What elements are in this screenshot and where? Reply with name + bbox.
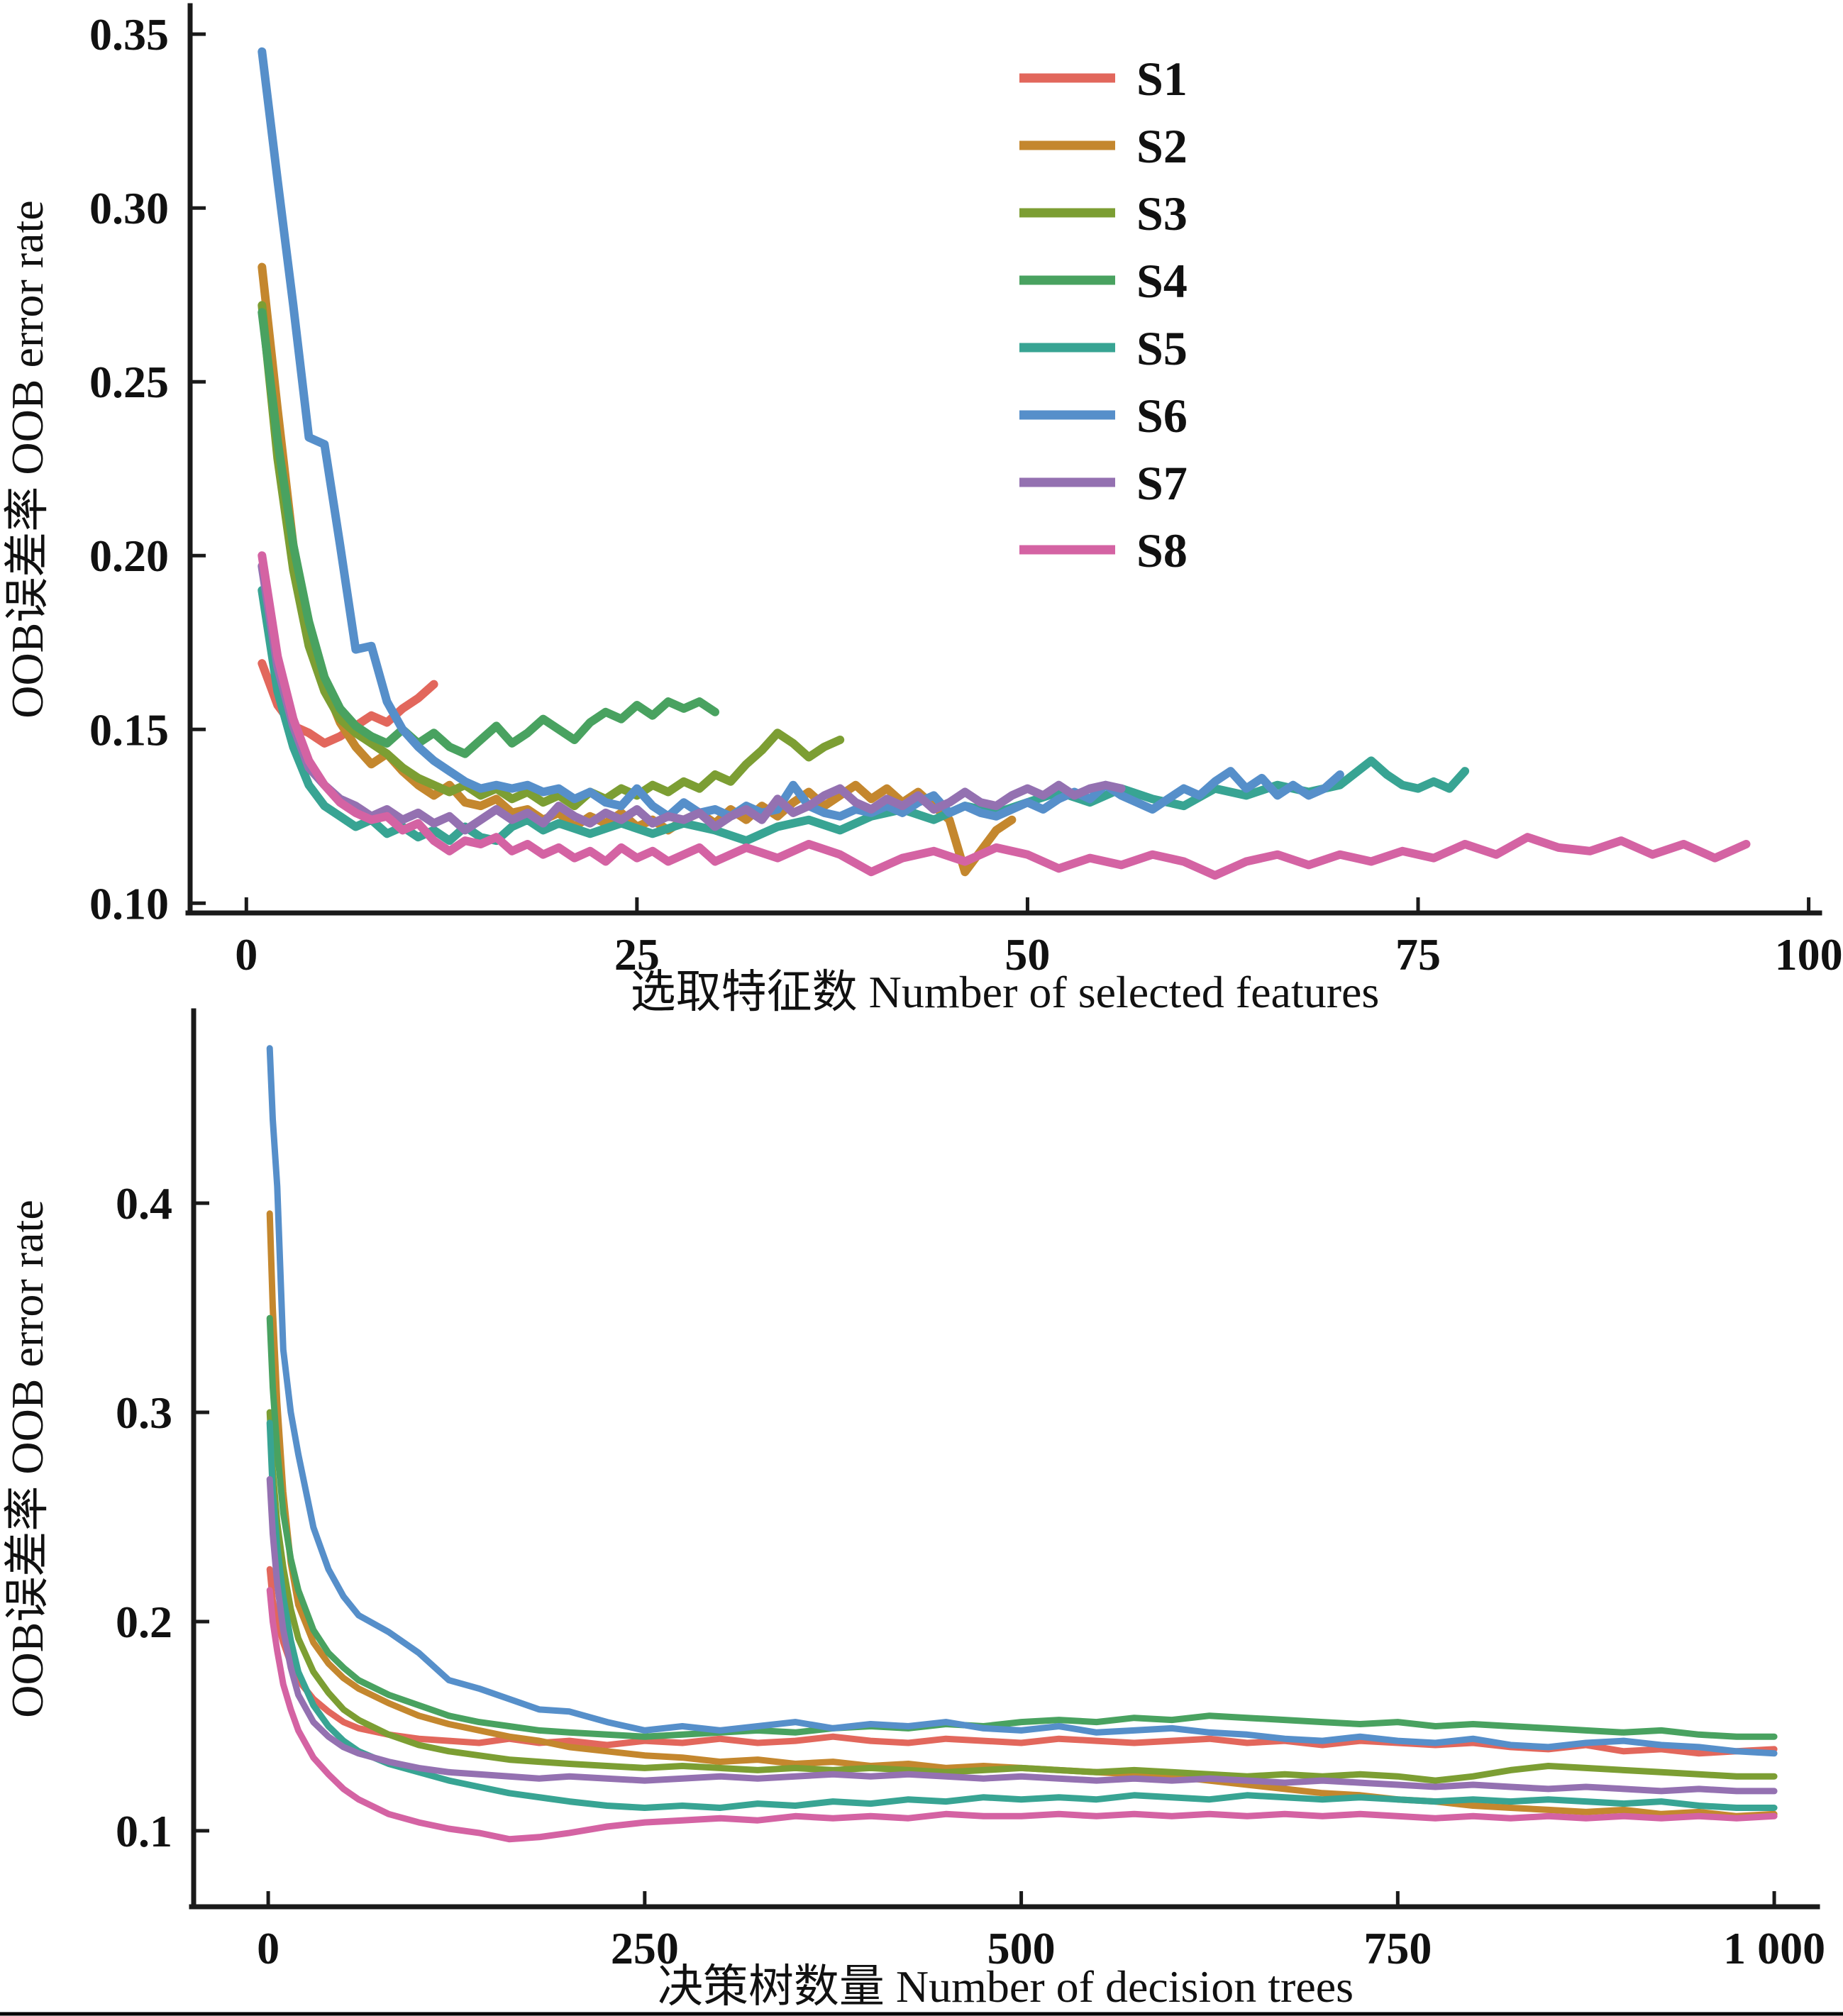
series-line-s7	[266, 1475, 1778, 1795]
series-line-s5	[266, 1419, 1778, 1811]
series-line-s8	[266, 1587, 1778, 1843]
y-tick-label: 0.15	[89, 704, 169, 755]
legend-label-s4: S4	[1136, 254, 1188, 308]
x-tick-label: 1 000	[1723, 1923, 1825, 1973]
x-tick-label: 0	[235, 929, 258, 980]
x-tick-label: 500	[987, 1923, 1056, 1973]
series-line-s3	[258, 301, 845, 811]
x-tick-label: 25	[614, 929, 660, 980]
legend-label-s5: S5	[1136, 321, 1188, 375]
x-axis-title: 选取特征数 Number of selected features	[631, 967, 1380, 1017]
series-line-s8	[258, 551, 1751, 880]
y-axis-title: OOB误差率 OOB error rate	[2, 1200, 52, 1718]
series-line-s4	[258, 308, 719, 758]
series-line-s6	[266, 1045, 1778, 1757]
y-tick-label: 0.2	[116, 1597, 172, 1647]
x-tick-label: 750	[1363, 1923, 1432, 1973]
series-line-s4	[266, 1314, 1778, 1740]
series-line-s6	[258, 47, 1344, 821]
bottom-chart: 0 250 500 750 1 000 0.4 0.3 0.2 0.1 决策树数量 Number …	[2, 1008, 1825, 2012]
x-axis-title: 决策树数量 Number of decision trees	[658, 1961, 1354, 2012]
legend-label-s1: S1	[1136, 52, 1188, 106]
top-chart: 0 25 50 75 100 0.35 0.30 0.25 0.20 0.15 0.10 选取特征数 …	[2, 3, 1843, 1017]
y-tick-label: 0.3	[116, 1388, 172, 1438]
y-tick-label: 0.30	[89, 183, 169, 233]
legend: S1 S2 S3 S4 S5 S6 S7 S8	[1019, 52, 1188, 577]
x-tick-label: 75	[1395, 929, 1441, 980]
y-tick-label: 0.20	[89, 531, 169, 581]
series-line-s1	[266, 1566, 1778, 1757]
legend-label-s3: S3	[1136, 187, 1188, 240]
series-line-s2	[258, 262, 1017, 877]
y-tick-label: 0.25	[89, 357, 169, 407]
x-tick-label: 250	[611, 1923, 679, 1973]
y-tick-label: 0.1	[116, 1806, 172, 1856]
y-tick-label: 0.35	[89, 9, 169, 60]
legend-label-s6: S6	[1136, 389, 1188, 443]
x-tick-label: 0	[257, 1923, 280, 1973]
legend-label-s7: S7	[1136, 456, 1188, 510]
y-tick-label: 0.10	[89, 878, 169, 929]
legend-label-s8: S8	[1136, 524, 1188, 577]
series-line-s3	[266, 1409, 1778, 1784]
y-axis-title: OOB误差率 OOB error rate	[2, 200, 52, 719]
x-tick-label: 50	[1004, 929, 1050, 980]
series-line-s7	[258, 561, 1126, 835]
x-tick-label: 100	[1775, 929, 1843, 980]
legend-label-s2: S2	[1136, 119, 1188, 173]
y-tick-label: 0.4	[116, 1178, 172, 1229]
